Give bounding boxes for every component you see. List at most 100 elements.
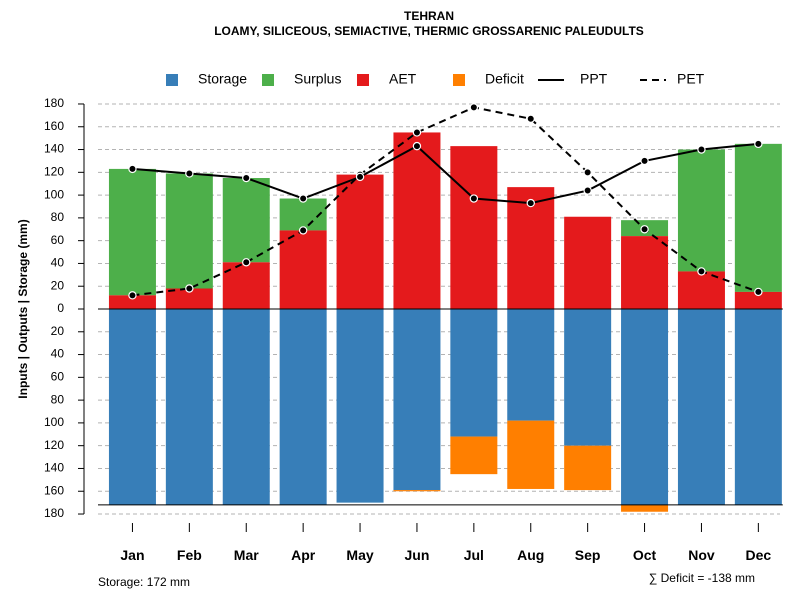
aet-bar: [507, 187, 555, 309]
chart-title: TEHRAN: [404, 9, 454, 23]
pet-point: [242, 258, 251, 267]
aet-bar: [564, 216, 612, 309]
pet-point: [754, 287, 763, 297]
storage-bar: [450, 309, 498, 437]
ppt-point: [128, 164, 137, 174]
storage-bar: [507, 309, 555, 421]
legend-swatch-aet: [357, 74, 369, 86]
deficit-bar: [507, 420, 555, 489]
ppt-point: [355, 172, 365, 182]
y-tick-label: 20: [51, 278, 65, 292]
aet-bar: [165, 288, 213, 309]
pet-point: [298, 226, 308, 235]
ppt-point: [469, 194, 479, 203]
pet-point: [412, 128, 422, 137]
y-tick-label: 180: [44, 506, 64, 520]
x-tick-label: Jan: [120, 547, 144, 563]
pet-point: [583, 168, 592, 177]
x-tick-label: Mar: [234, 547, 259, 563]
storage-note: Storage: 172 mm: [98, 575, 190, 589]
ppt-point: [185, 169, 194, 178]
aet-bar: [336, 174, 384, 309]
y-tick-label: 120: [44, 164, 64, 178]
x-tick-label: Jun: [405, 547, 430, 563]
surplus-bar: [108, 168, 156, 296]
ppt-point: [242, 173, 251, 183]
pet-point: [526, 114, 535, 123]
legend: Storage Surplus AET Deficit PPT PET: [166, 71, 705, 87]
ppt-line: [132, 142, 759, 205]
legend-label: AET: [389, 71, 417, 87]
y-tick-label: 80: [51, 210, 65, 224]
aet-bar: [450, 146, 498, 309]
x-tick-label: Dec: [746, 547, 772, 563]
surplus-bar: [677, 149, 725, 272]
ppt-point: [412, 141, 422, 151]
x-tick-label: Jul: [464, 547, 484, 563]
ppt-point: [526, 198, 535, 208]
bars: [98, 132, 783, 512]
aet-bar: [393, 132, 441, 309]
ppt-point: [754, 139, 763, 149]
legend-label: Surplus: [294, 71, 341, 87]
deficit-note: ∑ Deficit = -138 mm: [649, 571, 755, 585]
y-tick-label: 60: [51, 233, 65, 247]
legend-label: Deficit: [485, 71, 524, 87]
x-tick-label: Apr: [291, 547, 316, 563]
legend-label: Storage: [198, 71, 247, 87]
y-tick-label: 0: [57, 301, 64, 315]
surplus-bar: [222, 178, 270, 263]
legend-swatch-deficit: [453, 74, 465, 86]
y-tick-label: 140: [44, 142, 64, 156]
pet-point: [697, 267, 706, 276]
surplus-bar: [734, 143, 782, 292]
aet-bar: [108, 295, 156, 309]
pet-point: [469, 103, 479, 112]
storage-bar: [393, 309, 441, 491]
y-tick-label: 160: [44, 483, 64, 497]
legend-label: PET: [677, 71, 705, 87]
storage-bar: [734, 309, 782, 505]
storage-bar: [279, 309, 327, 505]
storage-bar: [564, 309, 612, 446]
y-tick-label: 140: [44, 461, 64, 475]
pet-point: [185, 284, 194, 293]
aet-bar: [734, 291, 782, 309]
storage-bar: [336, 309, 384, 503]
y-axis: 180 160 140 120 100 80 60 40 20 0 20 40 60 80 100 120 14…: [44, 96, 85, 520]
deficit-bar: [450, 436, 498, 475]
x-tick-label: Aug: [517, 547, 544, 563]
deficit-bar: [621, 504, 669, 512]
lines: [128, 103, 763, 300]
pet-line: [132, 106, 759, 297]
y-tick-label: 160: [44, 119, 64, 133]
ppt-point: [640, 156, 649, 166]
legend-label: PPT: [580, 71, 608, 87]
storage-bar: [165, 309, 213, 505]
ppt-point: [298, 194, 308, 203]
x-tick-label: Nov: [688, 547, 715, 563]
y-tick-label: 100: [44, 187, 64, 201]
legend-swatch-surplus: [262, 74, 274, 86]
y-tick-label: 80: [51, 392, 65, 406]
deficit-bar: [564, 445, 612, 491]
aet-bar: [621, 236, 669, 309]
x-tick-label: Oct: [633, 547, 657, 563]
y-tick-label: 60: [51, 370, 65, 384]
ppt-point: [697, 145, 706, 154]
ppt-point: [583, 186, 592, 195]
x-tick-label: Feb: [177, 547, 202, 563]
aet-bar: [279, 230, 327, 309]
y-tick-label: 100: [44, 415, 64, 429]
y-tick-label: 40: [51, 256, 65, 270]
y-tick-label: 120: [44, 438, 64, 452]
y-axis-label: Inputs | Outputs | Storage (mm): [16, 219, 30, 398]
y-tick-label: 20: [51, 324, 65, 338]
x-tick-label: May: [346, 547, 373, 563]
storage-bar: [677, 309, 725, 505]
y-tick-label: 40: [51, 347, 65, 361]
surplus-bar: [165, 173, 213, 289]
x-tick-label: Sep: [575, 547, 601, 563]
chart-subtitle: LOAMY, SILICEOUS, SEMIACTIVE, THERMIC GR…: [214, 24, 644, 38]
